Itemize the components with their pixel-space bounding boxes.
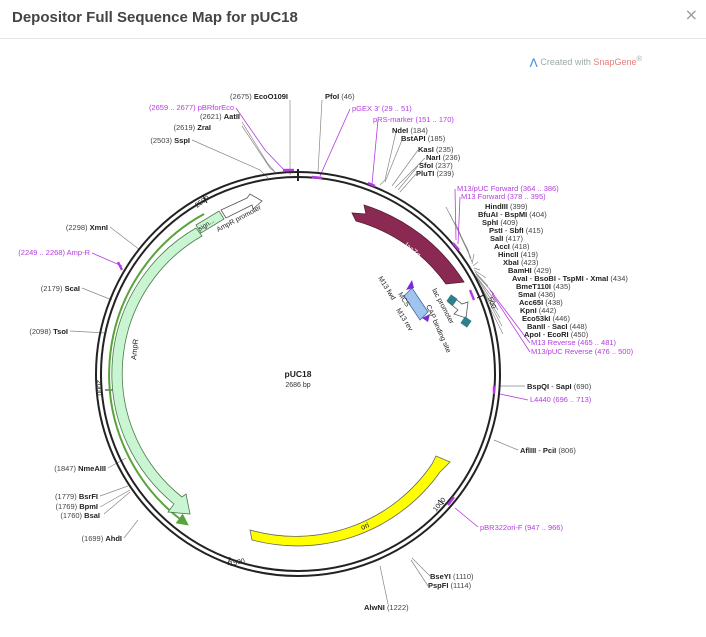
ampr-feature[interactable] [111, 227, 203, 515]
primer-label: M13/pUC Forward (364 .. 386) [457, 184, 559, 193]
site-label: KasI (235) [418, 145, 454, 154]
mcs-feature[interactable] [403, 287, 429, 321]
site-label: (1699) AhdI [82, 534, 122, 543]
site-label: HincII (419) [498, 250, 539, 259]
site-label: BmeT110I (435) [516, 282, 571, 291]
primer-marks [116, 168, 496, 506]
site-label: AflIII - PciI (806) [520, 446, 576, 455]
primer-label: pGEX 3' (29 .. 51) [352, 104, 412, 113]
lac-box-1 [446, 294, 458, 306]
site-label: BfuAI - BspMI (404) [478, 210, 547, 219]
site-label: HindIII (399) [485, 202, 528, 211]
primer-label: L4440 (696 .. 713) [530, 395, 592, 404]
site-label: XbaI (423) [503, 258, 539, 267]
site-label: AlwNI (1222) [364, 603, 409, 612]
site-label: (2619) ZraI [173, 123, 211, 132]
signal-feature[interactable] [195, 210, 225, 234]
site-label: Eco53kI (446) [522, 314, 570, 323]
primer-label: M13 Reverse (465 .. 481) [531, 338, 617, 347]
site-label: (2675) EcoO109I [230, 92, 288, 101]
site-label: (1779) BsrFI [55, 492, 98, 501]
site-label: (2503) SspI [150, 136, 190, 145]
site-label: (1847) NmeAIII [54, 464, 106, 473]
tick-label-1500: 1500 [229, 558, 246, 568]
tick-label-2500: 2500 [194, 195, 211, 210]
primer-label: (2659 .. 2677) pBRforEco [149, 103, 234, 112]
site-label: BanII - SacI (448) [527, 322, 588, 331]
plasmid-name: pUC18 [285, 369, 312, 379]
m13-fwd-feature[interactable] [406, 280, 414, 290]
ampr-promoter-feature[interactable] [220, 193, 263, 219]
site-label: AccI (418) [494, 242, 530, 251]
site-label: (2298) XmnI [66, 223, 108, 232]
credit-prefix: Created with [540, 57, 594, 67]
primer-label: (2249 .. 2268) Amp-R [18, 248, 90, 257]
site-label: PluTI (239) [416, 169, 454, 178]
site-label: (2179) ScaI [41, 284, 80, 293]
site-label: (1769) BpmI [55, 502, 98, 511]
signal-line [108, 213, 205, 526]
site-label: KpnI (442) [520, 306, 557, 315]
close-icon[interactable]: × [684, 5, 698, 24]
ori-feature[interactable] [249, 455, 451, 547]
site-label: SmaI (436) [518, 290, 556, 299]
site-label: BamHI (429) [508, 266, 552, 275]
site-label: BstAPI (185) [401, 134, 446, 143]
credit-brand: SnapGene [593, 57, 637, 67]
primer-label: pRS-marker (151 .. 170) [373, 115, 454, 124]
site-label: BspQI - SapI (690) [527, 382, 592, 391]
snapgene-logo-icon: ⋀ [530, 57, 538, 67]
m13-rev-feature[interactable] [422, 314, 430, 322]
m13-rev-label: M13 rev [394, 307, 414, 333]
site-label: (2098) TsoI [29, 327, 68, 336]
ori-label: ori [359, 520, 370, 532]
site-label: NdeI (184) [392, 126, 428, 135]
m13-fwd-label: M13 fwd [376, 275, 396, 301]
tick-label-500: 500 [486, 296, 497, 309]
site-label: SphI (409) [482, 218, 518, 227]
primer-label: M13/pUC Reverse (476 .. 500) [531, 347, 634, 356]
site-label: SalI (417) [490, 234, 523, 243]
site-label: (2621) AatII [200, 112, 240, 121]
credit-mark: ® [636, 54, 642, 63]
site-label: NarI (236) [426, 153, 461, 162]
site-label: AvaI - BsoBI - TspMI - XmaI (434) [512, 274, 628, 283]
site-label: PfoI (46) [325, 92, 355, 101]
primer-leader-lines [91, 107, 531, 528]
site-label: Acc65I (438) [519, 298, 563, 307]
site-label: PspFI (1114) [428, 581, 472, 590]
primer-label: pBR322ori-F (947 .. 966) [480, 523, 563, 532]
dialog-header: Depositor Full Sequence Map for pUC18 × [0, 0, 706, 39]
site-label: SfoI (237) [419, 161, 453, 170]
plasmid-length: 2686 bp [285, 382, 310, 389]
lacz-feature[interactable] [351, 204, 465, 285]
tick-label-2000: 2000 [95, 380, 102, 396]
primer-label: M13 Forward (378 .. 395) [461, 192, 546, 201]
site-label: BseYI (1110) [430, 572, 474, 581]
cap-site-feature[interactable] [460, 316, 472, 328]
site-label: (1760) BsaI [60, 511, 100, 520]
site-label: ApoI - EcoRI (450) [524, 330, 589, 339]
dialog-title: Depositor Full Sequence Map for pUC18 [12, 9, 298, 26]
ampr-label: AmpR [129, 338, 140, 360]
site-label: PstI - SbfI (415) [489, 226, 544, 235]
snapgene-credit[interactable]: ⋀ Created with SnapGene® [530, 54, 642, 68]
